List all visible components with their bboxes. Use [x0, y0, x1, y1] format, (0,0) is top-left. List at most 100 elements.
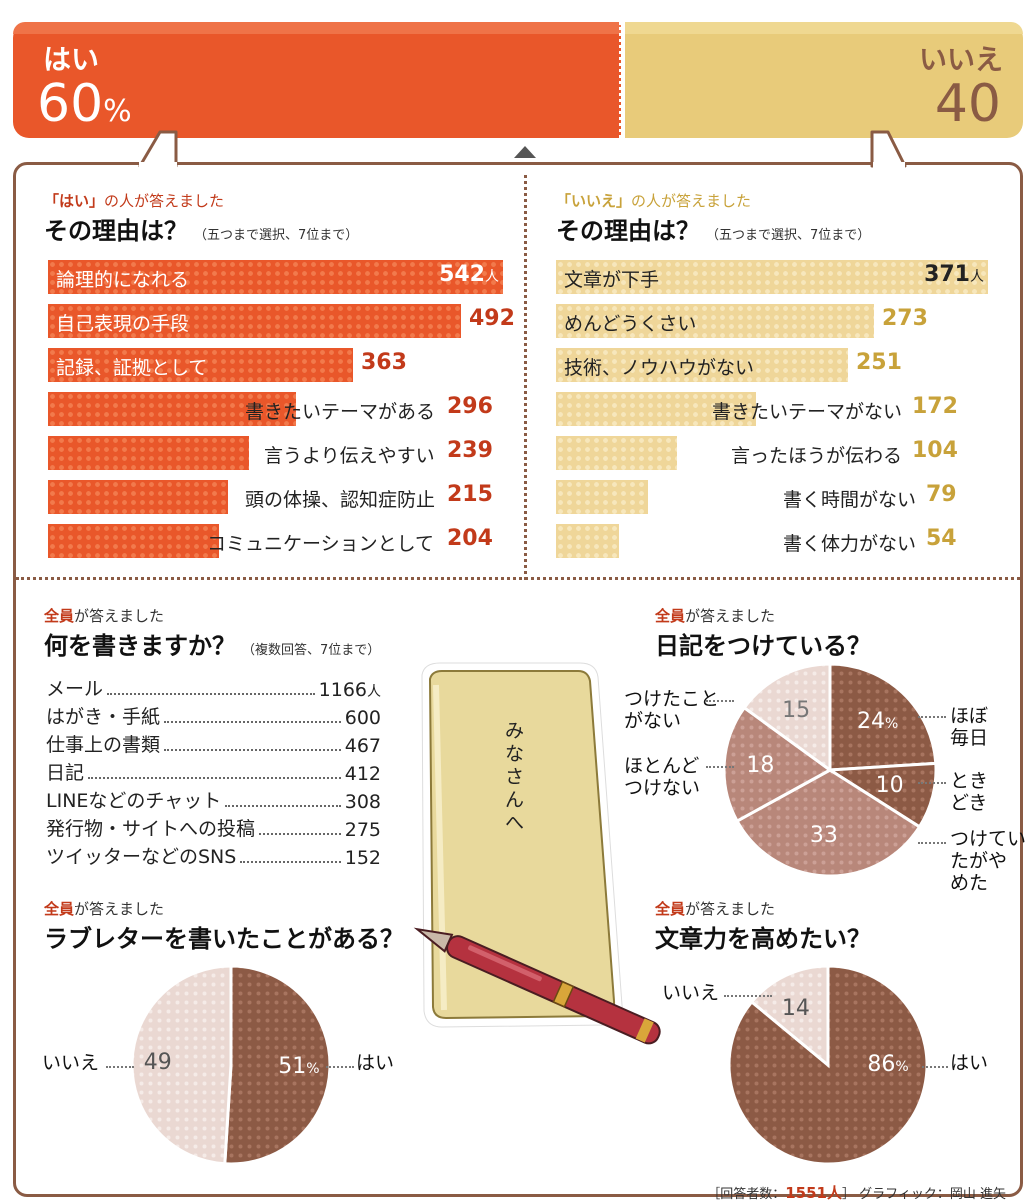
writes-row-3: 仕事上の書類 467	[46, 731, 381, 757]
no-reason-bar-label-2: めんどうくさい	[564, 313, 697, 335]
writes-row-label: はがき・手紙	[46, 706, 161, 728]
diary-title: 日記をつけている？	[655, 632, 871, 660]
writes-row-5: LINEなどのチャット 308	[46, 787, 381, 813]
love-slice-1	[223, 964, 332, 1166]
yes-reason-bar-value-4: 296	[447, 394, 493, 419]
writes-row-6: 発行物・サイトへの投稿 275	[46, 815, 381, 841]
no-reason-bar-label-6: 書く時間がない	[783, 489, 917, 511]
yes-reason-bar-label-2: 自己表現の手段	[56, 313, 190, 335]
yes-reasons-header: 「はい」の人が答えました その理由は？ （五つまで選択、7位まで）	[44, 190, 358, 246]
segment-divider	[619, 22, 627, 138]
writes-pre-rest: が答えました	[74, 607, 165, 625]
writes-row-leader	[88, 777, 341, 779]
yes-reason-bar-7	[48, 524, 219, 558]
yes-percent: 60%	[37, 74, 132, 134]
yes-reason-bar-2	[48, 304, 461, 338]
yes-reason-bar-3	[48, 348, 353, 382]
loveletter-pie-chart	[130, 964, 332, 1166]
writes-row-4: 日記 412	[46, 759, 381, 785]
yes-reason-bar-label-6: 頭の体操、認知症防止	[245, 489, 436, 511]
yes-label: はい	[43, 43, 100, 76]
no-reasons-chart: 文章が下手 371人 めんどうくさい 273 技術、ノウハウがない 251 書きたいテーマが…	[556, 260, 1016, 570]
writes-row-7: ツイッターなどのSNS 152	[46, 843, 381, 869]
no-reasons-title: その理由は？	[556, 217, 700, 245]
top-split-bar: はい 60% いいえ 40	[13, 22, 1023, 138]
writes-row-label: ツイッターなどのSNS	[46, 846, 237, 868]
no-reasons-pre-rest: の人が答えました	[631, 192, 752, 210]
footer-prefix: ［回答者数：	[707, 1187, 786, 1202]
no-reason-bar-3	[556, 348, 848, 382]
improve-pie-chart	[727, 964, 929, 1166]
yes-reason-bar-label-5: 言うより伝えやすい	[264, 445, 435, 467]
no-reason-bar-label-4: 書きたいテーマがない	[712, 401, 903, 423]
loveletter-pre-highlight: 全員	[44, 900, 75, 918]
writes-header: 全員が答えました 何を書きますか？ （複数回答、7位まで）	[44, 605, 380, 661]
no-reason-bar-value-7: 54	[926, 526, 957, 551]
writes-row-leader	[259, 833, 341, 835]
no-label: いいえ	[918, 43, 1003, 76]
writes-note: （複数回答、7位まで）	[242, 643, 381, 658]
writes-row-value: 412	[344, 763, 381, 785]
diary-pre-highlight: 全員	[655, 607, 686, 625]
yes-reasons-pre-highlight: 「はい」	[44, 192, 105, 210]
yes-reason-bar-4	[48, 392, 296, 426]
yes-reason-bar-1	[48, 260, 503, 294]
yes-reasons-note: （五つまで選択、7位まで）	[194, 228, 359, 243]
writes-row-leader	[225, 805, 341, 807]
main-frame	[13, 162, 1023, 1197]
no-reasons-note: （五つまで選択、7位まで）	[706, 228, 871, 243]
no-reason-bar-value-5: 104	[912, 438, 958, 463]
writes-title: 何を書きますか？	[44, 632, 236, 660]
diary-slice-5	[742, 662, 832, 773]
improve-slice-2	[749, 964, 830, 1069]
center-triangle-icon	[514, 146, 536, 158]
no-reason-bar-label-7: 書く体力がない	[783, 533, 917, 555]
yes-unit: %	[103, 94, 132, 129]
no-reason-bar-label-1: 文章が下手	[564, 269, 660, 291]
no-reasons-header: 「いいえ」の人が答えました その理由は？ （五つまで選択、7位まで）	[556, 190, 870, 246]
writes-row-label: メール	[46, 678, 104, 700]
yes-reason-bar-label-7: コミュニケーションとして	[207, 533, 435, 555]
diary-slice-4	[722, 705, 833, 824]
no-reason-bar-5	[556, 436, 677, 470]
diary-pie-chart	[722, 662, 938, 878]
respondent-count: 1551人	[785, 1184, 842, 1202]
diary-pre-rest: が答えました	[685, 607, 776, 625]
writes-pre-highlight: 全員	[44, 607, 75, 625]
writes-row-2: はがき・手紙 600	[46, 703, 381, 729]
love-slice-2	[130, 964, 233, 1166]
no-reason-bar-label-5: 言ったほうが伝わる	[731, 445, 903, 467]
no-reason-bar-1	[556, 260, 988, 294]
no-reason-bar-value-4: 172	[912, 394, 958, 419]
footer-suffix: ］ グラフィック：岡山 進矢	[841, 1187, 1006, 1202]
yes-reason-bar-value-1: 542人	[439, 262, 499, 287]
vertical-divider	[524, 175, 527, 580]
writes-row-leader	[164, 749, 341, 751]
writes-row-label: 仕事上の書類	[46, 734, 161, 756]
loveletter-header: 全員が答えました ラブレターを書いたことがある？	[44, 898, 404, 954]
envelope-icon	[428, 670, 616, 1020]
improve-pre-rest: が答えました	[685, 900, 776, 918]
footer-credit: ［回答者数：1551人］ グラフィック：岡山 進矢	[707, 1182, 1006, 1203]
writes-row-label: LINEなどのチャット	[46, 790, 222, 812]
yes-value: 60	[37, 74, 104, 134]
writes-row-value: 308	[344, 791, 381, 813]
yes-reason-bar-value-6: 215	[447, 482, 493, 507]
no-reason-bar-4	[556, 392, 756, 426]
writes-row-value: 275	[344, 819, 381, 841]
yes-reason-bar-value-3: 363	[361, 350, 407, 375]
writes-row-value: 1166人	[318, 679, 381, 701]
no-reason-bar-value-1: 371人	[924, 262, 984, 287]
frame-top-cover	[139, 162, 905, 168]
no-reason-bar-value-6: 79	[926, 482, 957, 507]
yes-reason-bar-5	[48, 436, 249, 470]
improve-title: 文章力を高めたい？	[655, 925, 871, 953]
writes-row-label: 発行物・サイトへの投稿	[46, 818, 256, 840]
diary-slice-1	[828, 662, 938, 772]
yes-reason-bar-6	[48, 480, 228, 514]
yes-reason-bar-label-1: 論理的になれる	[56, 269, 190, 291]
no-segment	[625, 22, 1023, 138]
diary-header: 全員が答えました 日記をつけている？	[655, 605, 871, 661]
writes-row-value: 600	[344, 707, 381, 729]
horizontal-divider	[16, 577, 1020, 580]
